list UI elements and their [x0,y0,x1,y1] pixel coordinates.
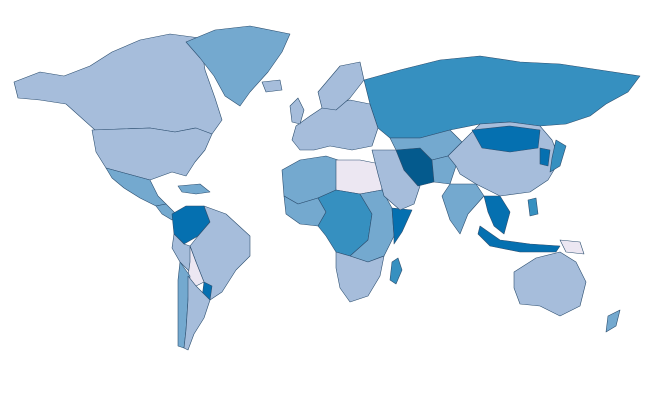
region-horn-somalia [391,207,413,245]
region-australia [513,251,587,317]
region-philippines [527,197,539,217]
region-scandinavia [317,61,365,111]
region-southeast-asia [483,195,511,235]
region-argentina [183,275,211,351]
region-india [441,183,485,235]
region-png [559,239,585,255]
region-mongolia [471,125,541,153]
region-iceland [261,79,283,93]
region-afghanistan-pakistan [431,155,457,185]
region-korea [539,147,551,167]
region-new-zealand [605,309,621,333]
region-indonesia [477,225,561,253]
region-uk [289,97,305,125]
region-southern-africa [335,251,385,303]
region-madagascar [389,257,403,285]
region-greenland [185,25,291,107]
region-japan [549,139,567,173]
region-caribbean [177,183,211,195]
region-alaska-canada [13,33,223,135]
region-libya-egypt [335,159,383,195]
